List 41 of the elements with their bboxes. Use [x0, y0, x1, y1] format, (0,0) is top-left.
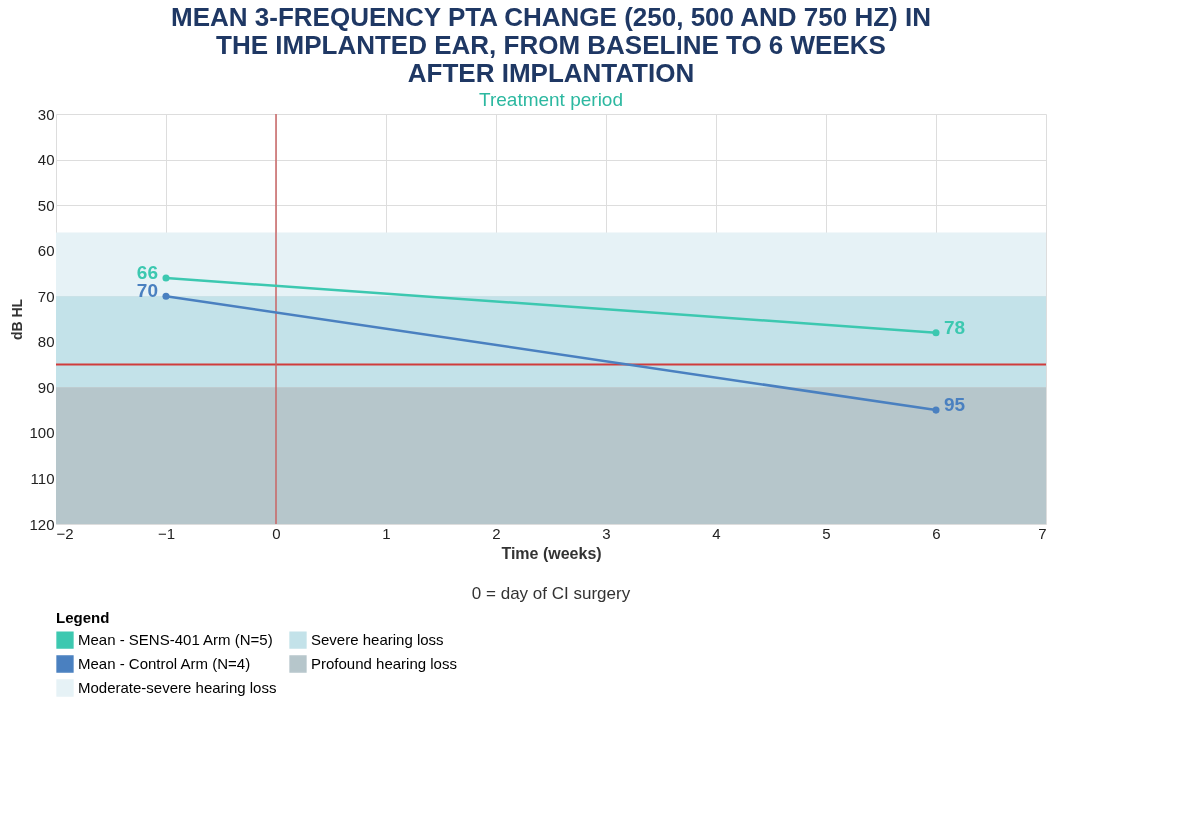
- text: THE IMPLANTED EAR, FROM BASELINE TO 6 WEEKS: [216, 30, 886, 60]
- y-tick-label: 70: [37, 287, 55, 305]
- x-tick-label: −2: [56, 524, 74, 542]
- x-tick-label: 5: [822, 524, 831, 542]
- x-tick-label: 6: [932, 524, 941, 542]
- legend-label: Profound hearing loss: [311, 655, 457, 672]
- data-label: 95: [944, 394, 966, 416]
- point: [162, 274, 170, 282]
- x-axis-title: Time (weeks): [501, 544, 602, 562]
- data-label: 78: [944, 316, 966, 338]
- point: [932, 329, 940, 337]
- y-axis-title: dB HL: [9, 298, 26, 341]
- text: 0 = day of CI surgery: [471, 584, 631, 603]
- legend-label: Mean - Control Arm (N=4): [78, 655, 251, 672]
- y-tick-label: 120: [29, 515, 55, 533]
- x-tick-label: −1: [157, 524, 176, 542]
- y-tick-label: 60: [37, 242, 55, 260]
- x-tick-label: 4: [712, 524, 721, 542]
- y-tick-label: 50: [37, 196, 55, 214]
- legend-label: Moderate-severe hearing loss: [78, 679, 277, 696]
- x-tick-label: 0: [272, 524, 281, 542]
- y-tick-label: 110: [30, 469, 55, 487]
- legend-label: Mean - SENS-401 Arm (N=5): [78, 631, 273, 649]
- y-tick-label: 40: [37, 151, 55, 169]
- text: AFTER IMPLANTATION: [407, 58, 695, 88]
- data-label: 66: [136, 262, 158, 283]
- data-label: 70: [136, 280, 158, 302]
- point: [932, 406, 940, 414]
- text: Treatment period: [479, 89, 623, 110]
- point: [162, 292, 170, 300]
- text: MEAN 3-FREQUENCY PTA CHANGE (250, 500 AND 750 HZ) IN: [171, 2, 931, 32]
- x-tick-label: 3: [602, 524, 611, 542]
- y-tick-label: 90: [37, 378, 55, 396]
- x-tick-label: 2: [492, 524, 501, 542]
- y-tick-label: 100: [29, 424, 55, 442]
- x-tick-label: 1: [382, 524, 391, 542]
- x-tick-label: 7: [1038, 524, 1047, 542]
- y-tick-label: 30: [37, 105, 55, 123]
- legend-label: Severe hearing loss: [311, 631, 444, 649]
- y-tick-label: 80: [37, 333, 55, 351]
- legend-title: Legend: [56, 609, 110, 626]
